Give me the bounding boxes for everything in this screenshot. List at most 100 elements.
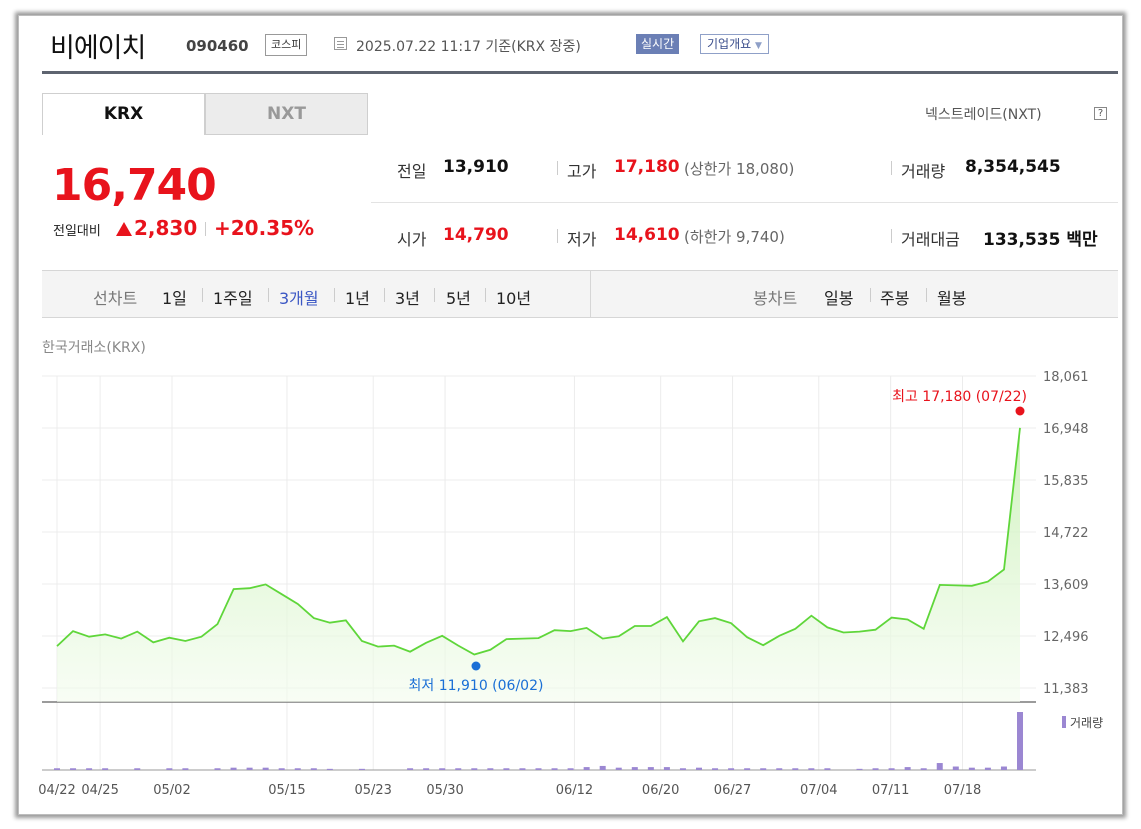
volume-bar bbox=[776, 768, 783, 770]
tab-3m[interactable]: 3개월 bbox=[279, 289, 319, 308]
separator bbox=[926, 288, 927, 302]
volume-bar bbox=[872, 768, 879, 770]
tab-weekly-candle[interactable]: 주봉 bbox=[880, 289, 910, 308]
x-tick-label: 04/22 bbox=[38, 783, 75, 798]
separator bbox=[870, 288, 871, 302]
volume-bar bbox=[407, 768, 414, 770]
volume-bar bbox=[744, 768, 751, 770]
tab-nxt[interactable]: NXT bbox=[205, 93, 368, 135]
company-overview-label: 기업개요 bbox=[707, 37, 752, 51]
stats-divider bbox=[371, 202, 1118, 203]
volume-bar bbox=[294, 768, 301, 770]
volume-bar bbox=[54, 768, 60, 770]
volume-bar bbox=[246, 767, 253, 770]
volume-bar bbox=[712, 768, 719, 770]
up-arrow-icon bbox=[116, 222, 132, 236]
chart-markers: 최고 17,180 (07/22) 최저 11,910 (06/02) bbox=[409, 389, 1027, 694]
low-value: 14,610 bbox=[614, 225, 680, 245]
nxt-link[interactable]: 넥스트레이드(NXT) bbox=[925, 107, 1042, 123]
prev-close-value: 13,910 bbox=[443, 157, 509, 177]
change-percent: +20.35% bbox=[214, 216, 315, 240]
change-amount: 2,830 bbox=[134, 216, 198, 240]
volume-bar bbox=[599, 765, 606, 770]
volume-bar bbox=[182, 768, 189, 770]
separator bbox=[384, 288, 385, 302]
volume-value: 8,354,545 bbox=[965, 157, 1061, 177]
volume-bars: 거래량 bbox=[54, 712, 1103, 770]
tab-krx[interactable]: KRX bbox=[42, 93, 205, 135]
stock-code: 090460 bbox=[186, 37, 249, 55]
open-label: 시가 bbox=[397, 230, 427, 249]
volume-bar bbox=[728, 768, 735, 770]
volume-bar bbox=[326, 768, 333, 770]
volume-bar bbox=[888, 768, 895, 770]
high-marker bbox=[1015, 406, 1025, 416]
calendar-icon bbox=[334, 37, 347, 50]
tab-5y[interactable]: 5년 bbox=[446, 289, 471, 308]
chevron-down-icon: ▼ bbox=[755, 41, 762, 51]
y-tick-label: 14,722 bbox=[1043, 526, 1089, 541]
volume-bar bbox=[824, 768, 831, 770]
volume-bar bbox=[984, 767, 991, 770]
x-tick-label: 07/18 bbox=[944, 783, 981, 798]
separator bbox=[485, 288, 486, 302]
low-label: 저가 bbox=[567, 230, 597, 249]
change-label: 전일대비 bbox=[53, 224, 101, 239]
tab-10y[interactable]: 10년 bbox=[496, 289, 532, 308]
volume-bar bbox=[439, 768, 446, 770]
tab-1w[interactable]: 1주일 bbox=[213, 289, 253, 308]
volume-bar bbox=[647, 767, 654, 770]
exchange-label: 한국거래소(KRX) bbox=[42, 340, 146, 356]
high-value: 17,180 bbox=[614, 157, 680, 177]
low-label: 최저 11,910 (06/02) bbox=[409, 678, 544, 694]
chart-tab-bar: 선차트 1일 1주일 3개월 1년 3년 5년 10년 봉차트 일봉 주봉 월봉 bbox=[42, 270, 1118, 318]
tab-daily-candle[interactable]: 일봉 bbox=[824, 289, 854, 308]
chart-grid bbox=[42, 375, 1036, 771]
tab-bar-divider bbox=[590, 271, 591, 317]
volume-bar bbox=[567, 768, 574, 770]
volume-bar bbox=[936, 763, 943, 770]
volume-bar bbox=[551, 768, 558, 770]
help-icon[interactable]: ? bbox=[1094, 107, 1107, 120]
y-tick-label: 12,496 bbox=[1043, 630, 1089, 645]
company-overview-button[interactable]: 기업개요 ▼ bbox=[700, 34, 769, 54]
volume-bar bbox=[920, 768, 927, 770]
volume-bar bbox=[856, 768, 863, 770]
tab-1d[interactable]: 1일 bbox=[162, 289, 187, 308]
x-tick-label: 05/23 bbox=[354, 783, 391, 798]
volume-bar bbox=[262, 767, 269, 770]
volume-bar bbox=[615, 767, 622, 770]
volume-bar bbox=[70, 768, 77, 770]
volume-bar bbox=[278, 768, 285, 770]
volume-legend-label: 거래량 bbox=[1070, 716, 1103, 730]
separator bbox=[891, 229, 892, 243]
volume-bar bbox=[663, 767, 670, 770]
line-chart-label: 선차트 bbox=[93, 289, 138, 308]
volume-bar bbox=[471, 768, 478, 770]
separator bbox=[202, 288, 203, 302]
volume-bar bbox=[1000, 766, 1007, 770]
candle-chart-label: 봉차트 bbox=[753, 289, 798, 308]
volume-bar bbox=[952, 766, 959, 770]
volume-bar bbox=[904, 767, 911, 770]
volume-bar bbox=[487, 768, 494, 770]
volume-bar bbox=[214, 768, 221, 770]
tab-3y[interactable]: 3년 bbox=[395, 289, 420, 308]
x-tick-label: 05/02 bbox=[153, 783, 190, 798]
separator bbox=[557, 161, 558, 175]
x-tick-label: 07/04 bbox=[800, 783, 837, 798]
x-axis: 04/22 04/25 05/02 05/15 05/23 05/30 06/12 06/20… bbox=[38, 783, 981, 798]
x-tick-label: 06/27 bbox=[714, 783, 751, 798]
turnover-label: 거래대금 bbox=[901, 230, 960, 249]
tab-monthly-candle[interactable]: 월봉 bbox=[937, 289, 967, 308]
volume-legend-swatch bbox=[1062, 716, 1066, 728]
y-tick-label: 16,948 bbox=[1043, 422, 1089, 437]
realtime-button[interactable]: 실시간 bbox=[636, 34, 680, 54]
x-tick-label: 04/25 bbox=[81, 783, 118, 798]
tab-1y[interactable]: 1년 bbox=[345, 289, 370, 308]
volume-bar bbox=[696, 767, 702, 770]
volume-bar bbox=[166, 768, 173, 770]
y-axis: 18,061 16,948 15,835 14,722 13,609 12,496 11,3… bbox=[1043, 370, 1089, 697]
separator bbox=[268, 288, 269, 302]
